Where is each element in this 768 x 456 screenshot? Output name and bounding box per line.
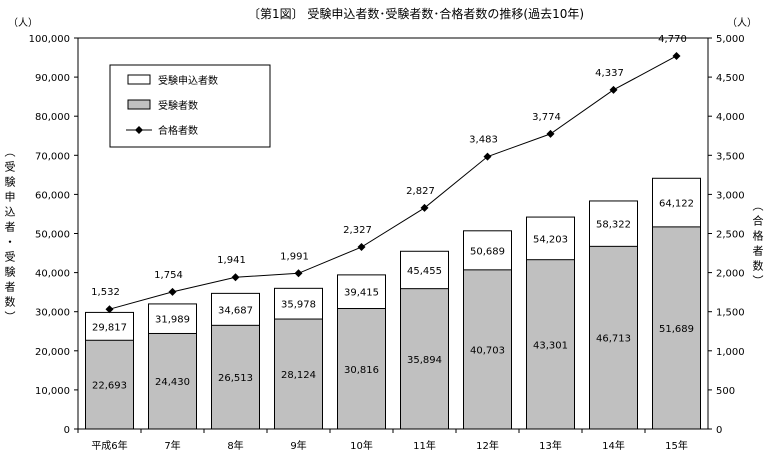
label-applicants: 31,989 — [155, 315, 190, 326]
label-examinees: 51,689 — [659, 324, 694, 335]
label-passers: 3,483 — [469, 135, 498, 146]
right-tick-label: 500 — [716, 386, 735, 397]
right-tick-label: 3,000 — [716, 190, 745, 201]
label-examinees: 26,513 — [218, 373, 253, 384]
left-tick-label: 20,000 — [35, 347, 70, 358]
legend-marker-passers — [135, 126, 143, 134]
right-tick-label: 2,000 — [716, 269, 745, 280]
label-applicants: 50,689 — [470, 246, 505, 257]
point-passers — [483, 152, 492, 161]
bar-examinees — [526, 259, 575, 430]
bar-examinees — [400, 288, 449, 430]
right-axis-label: （合格者数） — [751, 200, 764, 290]
label-examinees: 43,301 — [533, 340, 568, 351]
bar-examinees — [589, 245, 638, 430]
x-tick-label: 13年 — [539, 439, 562, 452]
point-passers — [231, 273, 240, 282]
left-tick-label: 50,000 — [35, 230, 70, 241]
line-passers — [109, 55, 677, 310]
label-applicants: 45,455 — [407, 266, 442, 277]
label-passers: 1,991 — [280, 251, 309, 262]
label-examinees: 35,894 — [407, 355, 442, 366]
label-examinees: 24,430 — [155, 377, 190, 388]
x-tick-label: 11年 — [413, 439, 436, 452]
label-passers: 2,827 — [406, 186, 435, 197]
point-passers — [609, 85, 618, 94]
point-passers — [357, 243, 366, 252]
left-unit: （人） — [8, 17, 38, 29]
left-tick-label: 30,000 — [35, 308, 70, 319]
bar-examinees — [463, 269, 512, 430]
left-tick-label: 40,000 — [35, 269, 70, 280]
left-tick-label: 80,000 — [35, 112, 70, 123]
bar-examinees — [337, 308, 386, 430]
left-tick-label: 60,000 — [35, 190, 70, 201]
bar-examinees — [85, 339, 134, 430]
label-passers: 3,774 — [532, 112, 561, 123]
label-applicants: 54,203 — [533, 234, 568, 245]
label-passers: 1,941 — [217, 255, 246, 266]
x-tick-label: 平成6年 — [91, 439, 127, 452]
label-applicants: 34,687 — [218, 305, 253, 316]
label-passers: 4,770 — [658, 34, 687, 45]
x-tick-label: 8年 — [227, 439, 243, 452]
legend: 受験申込者数 受験者数 合格者数 — [109, 64, 271, 148]
legend-swatch-applicants — [127, 74, 151, 85]
label-examinees: 22,693 — [92, 381, 127, 392]
point-passers — [168, 287, 177, 296]
label-passers: 1,754 — [154, 270, 183, 281]
legend-swatch-examinees — [127, 99, 151, 110]
right-tick-label: 2,500 — [716, 230, 745, 241]
right-tick-label: 1,500 — [716, 308, 745, 319]
point-passers — [546, 129, 555, 138]
right-unit: （人） — [727, 17, 757, 29]
x-tick-label: 9年 — [290, 439, 306, 452]
label-applicants: 39,415 — [344, 288, 379, 299]
bar-examinees — [274, 318, 323, 430]
label-applicants: 58,322 — [596, 220, 631, 231]
label-examinees: 40,703 — [470, 345, 505, 356]
label-applicants: 64,122 — [659, 199, 694, 210]
label-passers: 4,337 — [595, 68, 624, 79]
right-tick-label: 4,000 — [716, 112, 745, 123]
label-passers: 1,532 — [91, 287, 120, 298]
right-tick-label: 3,500 — [716, 151, 745, 162]
label-passers: 2,327 — [343, 225, 372, 236]
legend-label-passers: 合格者数 — [158, 124, 198, 137]
label-applicants: 29,817 — [92, 322, 127, 333]
label-applicants: 35,978 — [281, 300, 316, 311]
right-tick-label: 1,000 — [716, 347, 745, 358]
right-tick-label: 5,000 — [716, 34, 745, 45]
left-axis-label: （受験申込者・受験者数） — [3, 146, 16, 326]
left-tick-label: 10,000 — [35, 386, 70, 397]
x-tick-label: 15年 — [665, 439, 688, 452]
x-tick-label: 10年 — [350, 439, 373, 452]
point-passers — [105, 305, 114, 314]
legend-label-examinees: 受験者数 — [158, 99, 198, 112]
point-passers — [672, 51, 681, 60]
label-examinees: 28,124 — [281, 370, 316, 381]
legend-label-applicants: 受験申込者数 — [158, 74, 218, 87]
x-tick-label: 12年 — [476, 439, 499, 452]
left-tick-label: 100,000 — [29, 34, 70, 45]
point-passers — [420, 203, 429, 212]
right-tick-label: 4,500 — [716, 73, 745, 84]
x-tick-label: 7年 — [164, 439, 180, 452]
label-examinees: 46,713 — [596, 334, 631, 345]
right-tick-label: 0 — [716, 425, 722, 436]
left-tick-label: 70,000 — [35, 151, 70, 162]
label-examinees: 30,816 — [344, 365, 379, 376]
bar-examinees — [211, 324, 260, 430]
left-tick-label: 0 — [64, 425, 70, 436]
bar-examinees — [148, 332, 197, 430]
x-tick-label: 14年 — [602, 439, 625, 452]
left-tick-label: 90,000 — [35, 73, 70, 84]
chart-title: 〔第1図〕 受験申込者数･受験者数･合格者数の推移(過去10年) — [248, 6, 584, 21]
point-passers — [294, 269, 303, 278]
bar-examinees — [652, 226, 701, 430]
